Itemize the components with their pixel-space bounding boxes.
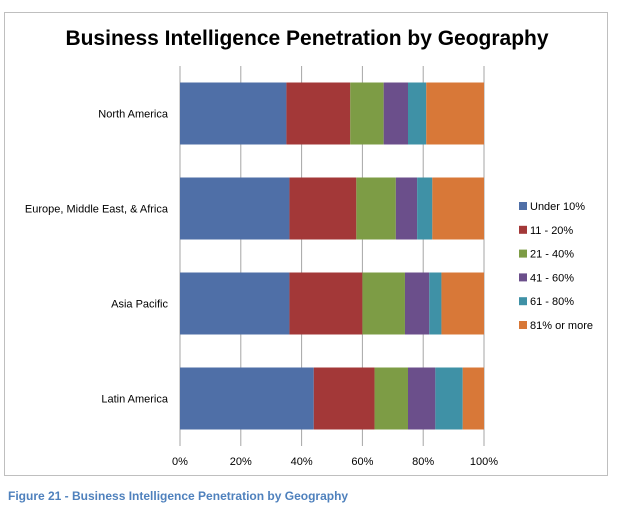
category-labels: North America Europe, Middle East, & Afri… bbox=[25, 109, 169, 406]
bar-segment bbox=[383, 82, 408, 145]
x-tick-label: 0% bbox=[172, 456, 188, 468]
x-tick-label: 20% bbox=[230, 456, 252, 468]
bar-segment bbox=[180, 82, 287, 145]
bar-segment bbox=[362, 272, 405, 335]
legend-swatch bbox=[519, 202, 527, 210]
bar-segment bbox=[374, 367, 408, 430]
legend-swatch bbox=[519, 249, 527, 258]
bar-segment bbox=[435, 367, 463, 430]
bar-segment bbox=[289, 272, 363, 335]
legend-swatch bbox=[519, 321, 527, 329]
stacked-bar-chart: Business Intelligence Penetration by Geo… bbox=[25, 27, 593, 468]
bar-segment bbox=[441, 272, 484, 335]
legend-label: 81% or more bbox=[530, 320, 593, 332]
legend-label: 11 - 20% bbox=[530, 225, 573, 237]
bar-segment bbox=[404, 272, 430, 335]
bar-segment bbox=[408, 82, 427, 145]
bar-segment bbox=[286, 82, 351, 145]
category-label: North America bbox=[98, 109, 169, 121]
bar-segment bbox=[408, 367, 436, 430]
legend-label: Under 10% bbox=[530, 201, 585, 213]
category-label: Latin America bbox=[101, 394, 169, 406]
bar-segment bbox=[180, 177, 290, 240]
category-label: Europe, Middle East, & Africa bbox=[25, 204, 169, 216]
legend: Under 10% 11 - 20% 21 - 40% 41 - 60% 61 - 8… bbox=[519, 201, 593, 332]
bar-segment bbox=[462, 367, 484, 430]
bar-segment bbox=[313, 367, 375, 430]
bar-segment bbox=[180, 367, 314, 430]
legend-label: 61 - 80% bbox=[530, 296, 574, 308]
x-tick-label: 60% bbox=[351, 456, 373, 468]
bar-segment bbox=[180, 272, 290, 335]
legend-label: 41 - 60% bbox=[530, 272, 574, 284]
x-tick-label: 100% bbox=[470, 456, 498, 468]
bar-segment bbox=[429, 272, 442, 335]
x-tick-label: 40% bbox=[291, 456, 313, 468]
legend-swatch bbox=[519, 273, 527, 282]
chart-title: Business Intelligence Penetration by Geo… bbox=[65, 27, 548, 50]
bar-segment bbox=[356, 177, 396, 240]
x-axis-ticks: 0% 20% 40% 60% 80% 100% bbox=[172, 456, 498, 468]
bar-segment bbox=[395, 177, 418, 240]
bar-segment bbox=[426, 82, 484, 145]
legend-label: 21 - 40% bbox=[530, 249, 574, 261]
legend-swatch bbox=[519, 225, 527, 234]
category-label: Asia Pacific bbox=[111, 299, 168, 311]
bars bbox=[180, 82, 484, 430]
bar-segment bbox=[350, 82, 384, 145]
bar-segment bbox=[432, 177, 484, 240]
figure-caption: Figure 21 - Business Intelligence Penetr… bbox=[8, 489, 349, 503]
legend-swatch bbox=[519, 297, 527, 306]
bar-segment bbox=[417, 177, 433, 240]
bar-segment bbox=[289, 177, 357, 240]
x-tick-label: 80% bbox=[412, 456, 434, 468]
